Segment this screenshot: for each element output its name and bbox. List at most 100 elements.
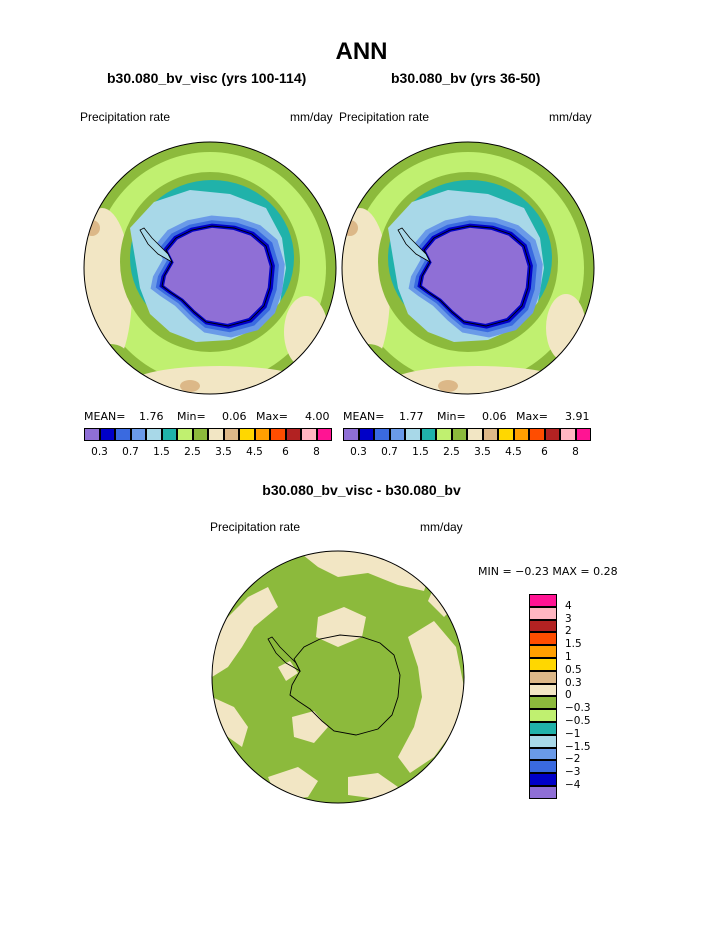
difference-colorbar-swatch [529,773,557,786]
difference-colorbar-label: −3 [565,766,581,779]
difference-colorbar-label: 4 [565,599,572,612]
right-colorbar-tick-label: 3.5 [474,446,491,458]
right-colorbar-swatch [482,428,498,441]
left-max-label: Max= [256,410,288,423]
right-units-label: mm/day [549,110,592,124]
difference-colorbar-label: 3 [565,612,572,625]
diff-min-max: MIN = −0.23 MAX = 0.28 [478,565,618,578]
left-colorbar-tick-label: 1.5 [153,446,170,458]
difference-colorbar-label: 0.3 [565,676,582,689]
left-colorbar-swatch [270,428,286,441]
difference-colorbar-label: −4 [565,779,581,791]
difference-colorbar-swatch [529,709,557,722]
difference-polar-map [211,550,465,804]
left-colorbar-tick-label: 4.5 [246,446,263,458]
left-colorbar-swatch [301,428,317,441]
left-colorbar-swatch [192,428,208,441]
right-colorbar-swatch [358,428,374,441]
left-map-border [83,141,337,395]
left-polar-map [83,141,337,395]
right-max-label: Max= [516,410,548,423]
difference-colorbar-swatch [529,760,557,774]
left-colorbar-tick-label: 6 [282,446,289,458]
left-colorbar-tick-label: 0.7 [122,446,139,458]
left-case-title: b30.080_bv_visc (yrs 100-114) [107,70,307,86]
left-mean-value: 1.76 [139,410,164,423]
dry-patch-east [546,294,586,362]
difference-colorbar-swatch [529,722,557,735]
right-colorbar-swatch [544,428,560,441]
left-colorbar-swatch [223,428,239,441]
difference-colorbar-label: 1.5 [565,638,582,651]
left-colorbar-swatch [99,428,115,441]
difference-colorbar-label: 2 [565,625,572,638]
right-colorbar-tick-label: 0.3 [350,446,367,458]
difference-colorbar-label: 1 [565,651,572,663]
right-colorbar-swatch [498,428,514,441]
left-colorbar-tick-label: 2.5 [184,446,201,458]
left-units-label: mm/day [290,110,333,124]
difference-colorbar-swatch [529,696,557,710]
left-colorbar-swatch [115,428,131,441]
left-colorbar-swatch [177,428,193,441]
left-colorbar-swatch [239,428,255,441]
left-colorbar-swatch [161,428,177,441]
left-colorbar-swatch [84,428,100,441]
left-colorbar: 0.3 0.7 1.5 2.5 3.5 4.5 6 8 [84,428,334,464]
difference-colorbar-swatch [529,786,557,799]
right-colorbar-swatch [529,428,545,441]
dry-patch-east [284,296,328,368]
right-max-value: 3.91 [565,410,590,423]
left-colorbar-swatch [130,428,146,441]
left-variable-label: Precipitation rate [80,110,171,124]
difference-map-border [211,550,465,804]
difference-colorbar-label: −1 [565,727,581,740]
right-colorbar-tick-label: 8 [572,446,579,458]
left-colorbar-swatch [316,428,332,441]
diff-variable-label: Precipitation rate [210,520,301,534]
left-colorbar-swatch [146,428,162,441]
right-variable-label: Precipitation rate [339,110,430,124]
difference-colorbar: 4 3 2 1.5 1 0.5 0.3 0 −0.3 −0.5 −1 −1.5 −2 −3 −4 [529,594,591,804]
right-colorbar-swatch [405,428,421,441]
difference-colorbar-swatch [529,606,557,620]
right-min-label: Min= [437,410,466,423]
left-colorbar-swatch [254,428,270,441]
positive-anomaly-northwest [212,587,278,677]
left-colorbar-swatch [285,428,301,441]
difference-colorbar-label: −0.3 [565,702,591,715]
right-colorbar-swatch [575,428,591,441]
difference-colorbar-swatch [529,734,557,748]
left-colorbar-tick-label: 0.3 [91,446,108,458]
positive-anomaly-east [398,621,464,773]
right-colorbar: 0.3 0.7 1.5 2.5 3.5 4.5 6 8 [343,428,593,464]
left-colorbar-tick-label: 3.5 [215,446,232,458]
left-colorbar-tick-label: 8 [313,446,320,458]
difference-colorbar-swatch [529,632,557,646]
right-map-border [341,141,595,395]
difference-colorbar-swatch [529,747,557,761]
left-min-value: 0.06 [222,410,247,423]
left-min-label: Min= [177,410,206,423]
right-polar-map [341,141,595,395]
right-colorbar-swatch [436,428,452,441]
difference-colorbar-label: −0.5 [565,715,591,727]
right-mean-value: 1.77 [399,410,424,423]
left-colorbar-swatch [208,428,224,441]
right-colorbar-swatch [420,428,436,441]
figure-title: ANN [335,38,388,65]
difference-title: b30.080_bv_visc - b30.080_bv [262,482,461,498]
left-max-value: 4.00 [305,410,330,423]
right-case-title: b30.080_bv (yrs 36-50) [391,70,541,86]
right-mean-label: MEAN= [343,410,385,423]
difference-colorbar-swatch [529,658,557,671]
right-colorbar-swatch [451,428,467,441]
right-colorbar-swatch [343,428,359,441]
right-colorbar-swatch [513,428,529,441]
diff-units-label: mm/day [420,520,463,534]
right-min-value: 0.06 [482,410,507,423]
difference-colorbar-label: −1.5 [565,740,591,753]
right-colorbar-swatch [467,428,483,441]
right-colorbar-tick-label: 4.5 [505,446,522,458]
right-colorbar-swatch [389,428,405,441]
